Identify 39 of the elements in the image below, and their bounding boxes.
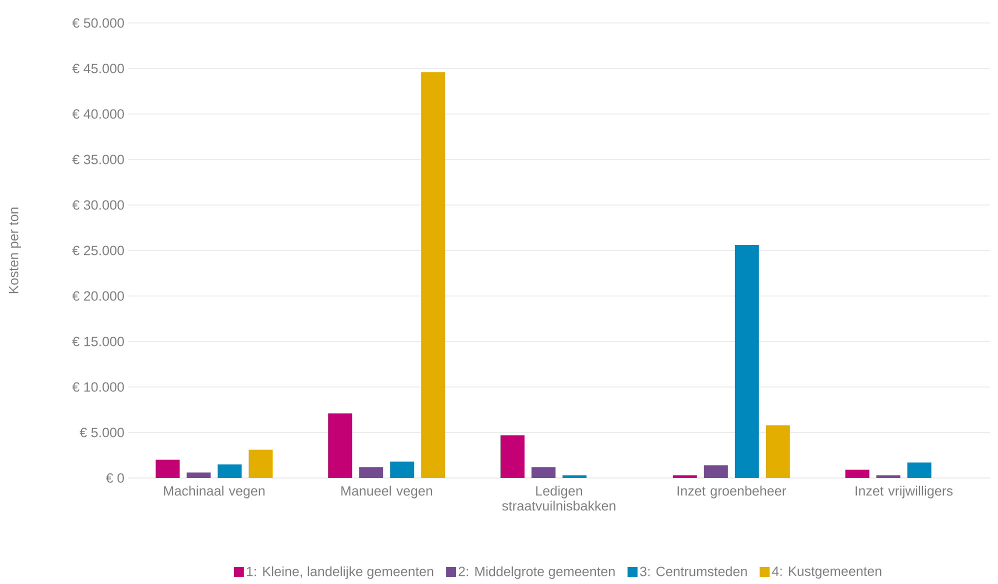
x-tick-label: Ledigen straatvuilnisbakken: [502, 486, 616, 511]
bar: [704, 465, 728, 478]
x-tick-label: Manueel vegen: [341, 486, 432, 498]
y-tick-label: € 30.000: [72, 200, 124, 210]
bar: [562, 475, 587, 478]
y-tick-label: € 5.000: [80, 428, 124, 438]
bar: [500, 435, 525, 478]
bar: [845, 470, 870, 478]
y-tick-label: € 50.000: [72, 18, 124, 28]
bar: [766, 425, 790, 478]
y-tick-label: € 35.000: [72, 154, 124, 164]
y-tick-label: € 45.000: [72, 64, 124, 74]
bar: [218, 464, 242, 478]
y-tick-label: € 25.000: [72, 246, 124, 256]
bar: [734, 245, 759, 478]
y-tick-label: € 0: [106, 473, 124, 483]
bar: [907, 462, 932, 478]
bar: [359, 467, 384, 478]
x-tick-label: Inzet vrijwilligers: [856, 486, 953, 498]
bar: [532, 467, 556, 478]
bar: [876, 475, 900, 478]
bar: [248, 450, 273, 478]
legend-label: 1: Kleine, landelijke gemeenten: [246, 566, 434, 579]
y-tick-label: € 40.000: [72, 109, 124, 119]
bar: [186, 472, 211, 478]
x-tick-label: Machinaal vegen: [164, 486, 265, 498]
y-axis-title: Kosten per ton: [8, 208, 22, 294]
bar: [421, 72, 446, 478]
bar: [328, 413, 352, 478]
legend-label: 3: Centrumsteden: [640, 566, 747, 576]
y-tick-label: € 20.000: [72, 291, 124, 301]
x-tick-label: Inzet groenbeheer: [678, 486, 786, 498]
bar: [390, 462, 414, 478]
y-tick-label: € 15.000: [72, 336, 124, 346]
bar: [156, 460, 180, 478]
legend-label: 2: Middelgrote gemeenten: [458, 566, 615, 579]
bar: [672, 475, 697, 478]
legend-label: 4: Kustgemeenten: [772, 566, 882, 579]
y-tick-label: € 10.000: [72, 382, 124, 392]
